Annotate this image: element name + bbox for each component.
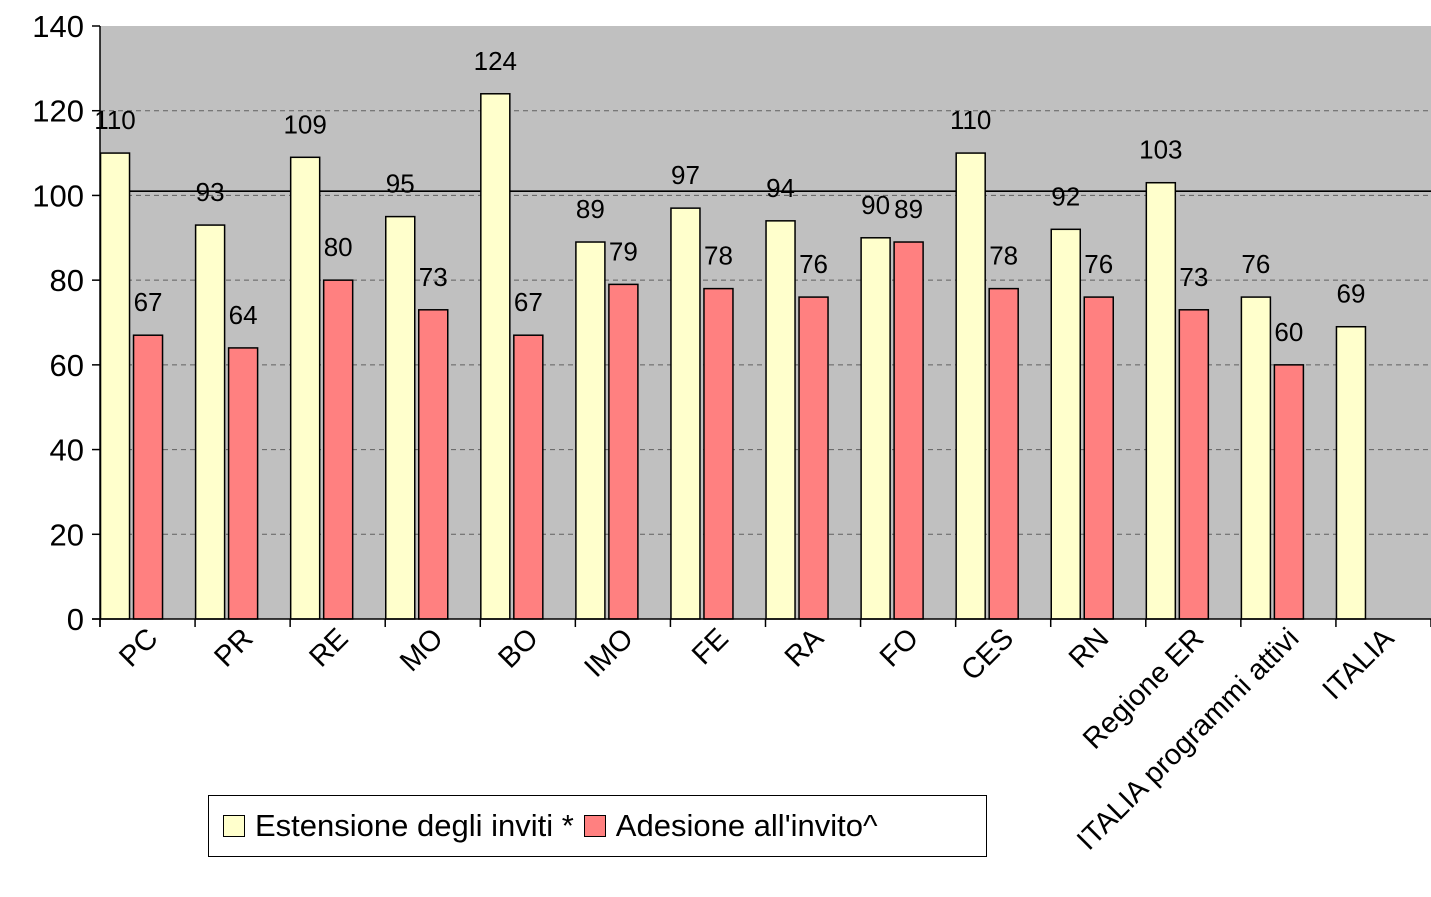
data-label: 67: [134, 287, 163, 317]
data-label: 94: [766, 173, 795, 203]
data-label: 76: [1084, 249, 1113, 279]
x-tick-label: RN: [1063, 622, 1115, 674]
data-label: 67: [514, 287, 543, 317]
x-tick-label: FE: [686, 622, 735, 671]
data-label: 95: [386, 169, 415, 199]
data-label: 103: [1139, 135, 1182, 165]
x-tick-label: FO: [874, 622, 925, 673]
legend-item-estensione: Estensione degli inviti *: [223, 808, 574, 844]
x-tick-label: IMO: [578, 622, 639, 683]
x-tick-label: BO: [493, 622, 545, 674]
data-label: 124: [474, 46, 517, 76]
bar: [1178, 309, 1210, 620]
y-tick-label: 80: [50, 263, 84, 298]
bar: [132, 334, 164, 620]
legend-swatch-estensione: [223, 815, 245, 837]
bar: [194, 224, 226, 620]
data-label: 109: [283, 109, 326, 139]
legend-label-adesione: Adesione all'invito^: [615, 808, 878, 843]
bar: [988, 287, 1019, 620]
x-tick-label: RE: [304, 622, 355, 673]
data-label: 93: [196, 177, 225, 207]
data-label: 69: [1337, 279, 1366, 309]
bar: [322, 279, 354, 620]
data-label: 60: [1274, 317, 1303, 347]
y-tick-label: 0: [67, 602, 84, 637]
bar: [513, 334, 544, 620]
bar: [1145, 181, 1177, 620]
x-tick-label: RA: [779, 622, 831, 674]
y-tick-label: 140: [32, 9, 84, 44]
x-tick-label: CES: [955, 622, 1020, 687]
y-tick-label: 120: [32, 94, 84, 129]
x-tick-label: ITALIA: [1317, 622, 1401, 706]
bar: [608, 283, 639, 620]
bar: [860, 237, 891, 620]
bar: [703, 287, 734, 620]
x-tick-label: PC: [113, 622, 164, 673]
data-label: 90: [861, 190, 890, 220]
bar: [1273, 364, 1305, 620]
y-tick-label: 60: [50, 348, 84, 383]
data-label: 76: [1241, 249, 1270, 279]
x-tick-label: MO: [394, 622, 450, 678]
bar: [99, 152, 131, 620]
data-label: 64: [229, 300, 258, 330]
bar: [893, 241, 924, 620]
data-label: 79: [609, 236, 638, 266]
data-label: 78: [989, 241, 1018, 271]
bar: [1335, 325, 1367, 620]
x-tick-label: PR: [208, 622, 259, 673]
data-label: 78: [704, 241, 733, 271]
data-label: 92: [1051, 181, 1080, 211]
data-label: 73: [419, 262, 448, 292]
bar: [418, 309, 449, 620]
data-label: 73: [1179, 262, 1208, 292]
bar: [289, 156, 321, 620]
data-label: 110: [950, 105, 991, 135]
data-label: 89: [894, 194, 923, 224]
bar: [955, 152, 986, 620]
legend-swatch-adesione: [583, 815, 606, 837]
legend-label-estensione: Estensione degli inviti *: [255, 808, 574, 843]
bar: [798, 296, 829, 620]
data-label: 76: [799, 249, 828, 279]
y-tick-label: 40: [50, 433, 84, 468]
y-tick-label: 100: [32, 178, 84, 213]
y-tick-label: 20: [50, 517, 84, 552]
bar: [227, 347, 259, 620]
data-label: 89: [576, 194, 605, 224]
bar: [575, 241, 606, 620]
data-label: 80: [324, 232, 353, 262]
bars: [99, 93, 1367, 620]
bar: [1050, 228, 1081, 620]
legend: Estensione degli inviti * Adesione all'i…: [208, 795, 987, 857]
data-label: 97: [671, 160, 700, 190]
bar: [385, 215, 416, 620]
data-label: 110: [94, 105, 135, 135]
bar: [1240, 296, 1272, 620]
legend-item-adesione: Adesione all'invito^: [583, 808, 878, 844]
bar: [480, 93, 511, 620]
bar: [670, 207, 701, 620]
bar: [1083, 296, 1114, 620]
bar: [765, 220, 796, 620]
